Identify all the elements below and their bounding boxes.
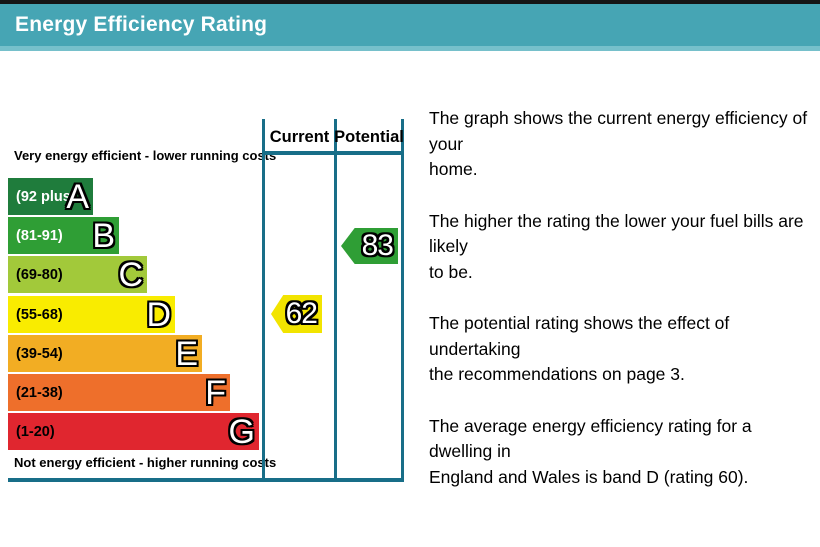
not-efficient-note: Not energy efficient - higher running co…: [14, 455, 277, 470]
description-paragraph-4: The average energy efficiency rating for…: [429, 415, 752, 487]
band-c-letter: C: [118, 255, 143, 294]
band-a: (92 plus) A: [8, 178, 93, 215]
current-column-left-border: [262, 119, 265, 482]
potential-rating-value: 83: [361, 229, 394, 262]
current-column-header: Current: [269, 127, 330, 146]
potential-rating-arrow: 83: [341, 228, 398, 264]
description-paragraph-2: The higher the rating the lower your fue…: [429, 210, 804, 282]
band-d: (55-68) D: [8, 296, 175, 333]
very-efficient-note: Very energy efficient - lower running co…: [14, 148, 277, 163]
band-b-letter: B: [92, 216, 115, 255]
top-black-strip: [0, 0, 820, 4]
band-e-letter: E: [175, 334, 198, 373]
band-a-range: (92 plus): [16, 188, 76, 205]
band-b: (81-91) B: [8, 217, 119, 254]
band-g-range: (1-20): [16, 423, 55, 440]
band-a-letter: A: [66, 177, 89, 216]
band-b-range: (81-91): [16, 227, 63, 244]
band-g-letter: G: [228, 412, 255, 451]
description-paragraph-3: The potential rating shows the effect of…: [429, 313, 730, 384]
page-title: Energy Efficiency Rating: [15, 13, 268, 36]
energy-rating-chart: Very energy efficient - lower running co…: [0, 56, 420, 482]
band-c-range: (69-80): [16, 266, 63, 283]
title-bar: Energy Efficiency Rating: [0, 4, 820, 51]
column-header-underline: [262, 151, 404, 155]
description-paragraph-1: The graph shows the current energy effic…: [429, 108, 808, 179]
potential-column-header: Potential: [334, 127, 404, 146]
band-f: (21-38) F: [8, 374, 230, 411]
band-c: (69-80) C: [8, 256, 147, 293]
potential-column-right-border: [401, 119, 404, 482]
current-rating-value: 62: [285, 297, 318, 330]
column-divider: [334, 119, 337, 482]
band-f-letter: F: [205, 373, 226, 412]
band-f-range: (21-38): [16, 384, 63, 401]
band-d-range: (55-68): [16, 306, 63, 323]
band-d-letter: D: [146, 295, 171, 334]
current-rating-arrow: 62: [271, 295, 322, 333]
band-e-range: (39-54): [16, 345, 63, 362]
description-text: The graph shows the current energy effic…: [429, 106, 811, 516]
band-e: (39-54) E: [8, 335, 202, 372]
chart-bottom-border: [8, 478, 404, 482]
band-g: (1-20) G: [8, 413, 259, 450]
